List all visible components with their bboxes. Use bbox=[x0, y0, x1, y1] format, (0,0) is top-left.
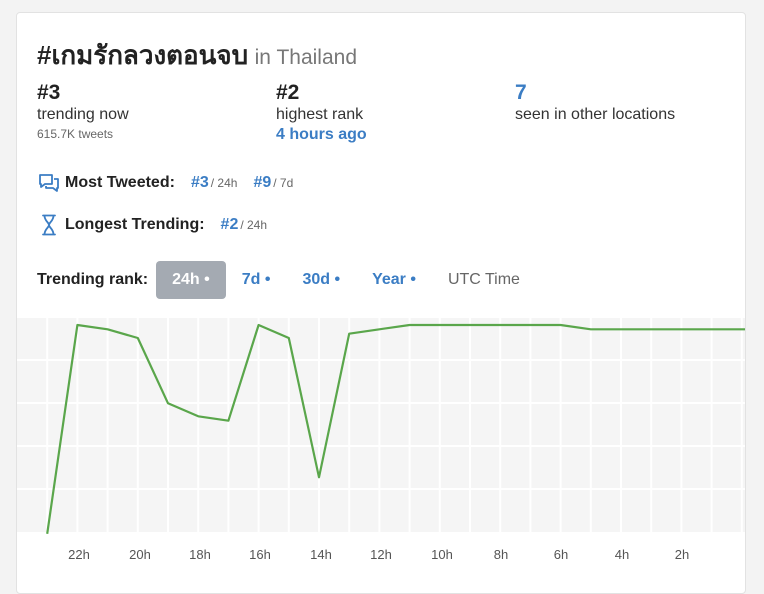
range-30d-button[interactable]: 30d • bbox=[286, 261, 356, 299]
other-locations-label: seen in other locations bbox=[515, 105, 675, 125]
range-year-button[interactable]: Year • bbox=[356, 261, 432, 299]
location-label: in Thailand bbox=[255, 46, 357, 69]
utc-time-toggle[interactable]: UTC Time bbox=[432, 261, 536, 299]
highest-rank-stat: #2 highest rank 4 hours ago bbox=[276, 81, 367, 145]
x-tick-label: 22h bbox=[68, 547, 90, 562]
x-tick-label: 14h bbox=[310, 547, 332, 562]
range-24h-button[interactable]: 24h • bbox=[156, 261, 226, 299]
most-tweeted-24h[interactable]: #3/ 24h bbox=[191, 174, 238, 192]
longest-trending-row: Longest Trending: #2/ 24h bbox=[37, 213, 267, 237]
range-7d-button[interactable]: 7d • bbox=[226, 261, 287, 299]
hashtag-title: #เกมรักลวงตอนจบ bbox=[37, 40, 248, 70]
x-tick-label: 2h bbox=[675, 547, 689, 562]
highest-rank: #2 bbox=[276, 81, 367, 105]
longest-trending-24h[interactable]: #2/ 24h bbox=[221, 216, 268, 234]
longest-trending-rank[interactable]: #2 bbox=[221, 216, 239, 233]
longest-trending-period: / 24h bbox=[240, 218, 267, 232]
chat-bubbles-icon bbox=[37, 171, 61, 195]
longest-trending-label: Longest Trending: bbox=[65, 216, 205, 234]
trending-rank-label: Trending rank: bbox=[37, 271, 148, 289]
current-rank-label: trending now bbox=[37, 105, 129, 125]
other-locations-stat: 7 seen in other locations bbox=[515, 81, 675, 125]
most-tweeted-label: Most Tweeted: bbox=[65, 174, 175, 192]
x-tick-label: 12h bbox=[370, 547, 392, 562]
other-locations-count[interactable]: 7 bbox=[515, 81, 675, 105]
trend-chart: 22h 20h 18h 16h 14h 12h 10h 8h 6h 4h 2h bbox=[17, 318, 745, 578]
trend-title: #เกมรักลวงตอนจบ in Thailand bbox=[37, 35, 357, 76]
most-tweeted-row: Most Tweeted: #3/ 24h #9/ 7d bbox=[37, 171, 293, 195]
most-tweeted-7d[interactable]: #9/ 7d bbox=[253, 174, 293, 192]
range-selector: Trending rank: 24h • 7d • 30d • Year • U… bbox=[37, 261, 536, 299]
trend-card: #เกมรักลวงตอนจบ in Thailand #3 trending … bbox=[16, 12, 746, 594]
x-tick-label: 16h bbox=[249, 547, 271, 562]
most-tweeted-7d-period: / 7d bbox=[273, 176, 293, 190]
x-tick-label: 10h bbox=[431, 547, 453, 562]
x-tick-label: 6h bbox=[554, 547, 568, 562]
x-tick-label: 20h bbox=[129, 547, 151, 562]
most-tweeted-24h-rank[interactable]: #3 bbox=[191, 174, 209, 191]
most-tweeted-7d-rank[interactable]: #9 bbox=[253, 174, 271, 191]
hourglass-icon bbox=[37, 213, 61, 237]
highest-rank-label: highest rank bbox=[276, 105, 367, 125]
highest-rank-time-link[interactable]: 4 hours ago bbox=[276, 125, 367, 145]
current-rank: #3 bbox=[37, 81, 129, 105]
trend-chart-svg: 22h 20h 18h 16h 14h 12h 10h 8h 6h 4h 2h bbox=[17, 318, 745, 578]
x-tick-label: 4h bbox=[615, 547, 629, 562]
chart-plot-area bbox=[17, 318, 745, 532]
x-tick-label: 18h bbox=[189, 547, 211, 562]
tweet-count: 615.7K tweets bbox=[37, 127, 129, 141]
x-tick-label: 8h bbox=[494, 547, 508, 562]
current-rank-stat: #3 trending now 615.7K tweets bbox=[37, 81, 129, 141]
most-tweeted-24h-period: / 24h bbox=[211, 176, 238, 190]
